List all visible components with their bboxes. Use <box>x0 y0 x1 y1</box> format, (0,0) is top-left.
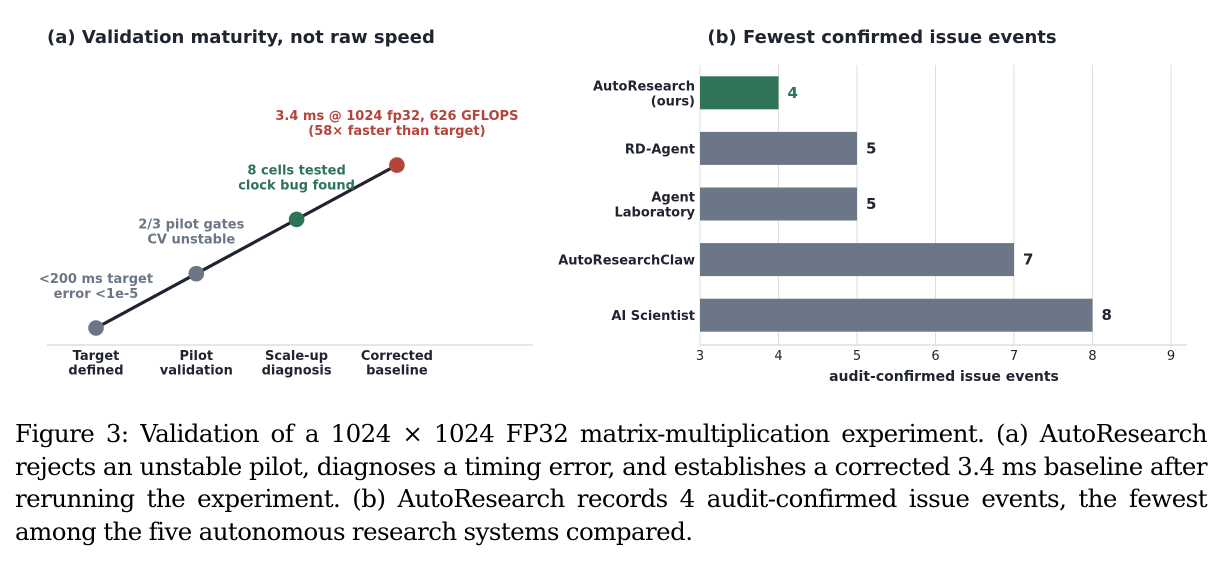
bar <box>700 131 857 165</box>
panel-b-tick-layer: 3 4 5 6 7 8 9 <box>696 349 1175 364</box>
category-label: Agent Laboratory <box>614 191 695 221</box>
bar-value-label: 5 <box>866 195 876 213</box>
data-point <box>88 320 104 336</box>
point-annotation: 8 cells tested clock bug found <box>238 163 355 193</box>
caption-baseline-time: 3.4 ms <box>957 451 1037 481</box>
category-label: AI Scientist <box>611 309 695 324</box>
panel-a: (a) Validation maturity, not raw speed <… <box>39 27 533 379</box>
data-point <box>188 265 205 282</box>
panel-a-point-layer <box>88 157 405 336</box>
caption-part-4: audit-confirmed issue events, the fewest… <box>15 484 1208 546</box>
bar <box>700 243 1014 277</box>
panel-b: (b) Fewest confirmed issue events 45578 … <box>558 27 1187 385</box>
data-point <box>389 157 405 173</box>
figure-caption: Figure 3: Validation of a 1024 × 1024 FP… <box>15 418 1208 548</box>
point-annotation: 3.4 ms @ 1024 fp32, 626 GFLOPS (58× faste… <box>275 109 518 139</box>
panel-b-value-label-layer: 4 5 5 7 8 <box>788 84 1112 324</box>
bar <box>700 187 857 221</box>
x-tick-label: 6 <box>931 349 939 364</box>
category-label: Target defined <box>68 349 123 379</box>
x-tick-label: 3 <box>696 349 704 364</box>
caption-issue-count: 4 <box>679 484 696 513</box>
category-label: Pilot validation <box>160 349 233 379</box>
caption-part-2: FP32 matrix-multiplication experiment. (… <box>15 419 1208 481</box>
panel-a-annotation-layer: <200 ms target error <1e-5 2/3 pilot gates… <box>39 109 519 302</box>
bar <box>700 298 1093 332</box>
bar <box>700 76 779 110</box>
panel-b-category-layer: AutoResearch (ours) RD-Agent Agent Laborator… <box>558 79 695 324</box>
category-label: Corrected baseline <box>361 349 433 379</box>
figure-3: (a) Validation maturity, not raw speed <… <box>39 27 1187 385</box>
x-tick-label: 8 <box>1088 349 1096 364</box>
bar-value-label: 5 <box>866 139 876 157</box>
panel-a-title: (a) Validation maturity, not raw speed <box>47 27 435 48</box>
category-label: AutoResearchClaw <box>558 254 695 269</box>
panel-b-x-label: audit-confirmed issue events <box>829 369 1059 385</box>
series-line-segment <box>94 272 198 330</box>
panel-a-line-layer <box>94 163 399 330</box>
category-label: Scale-up diagnosis <box>262 349 332 379</box>
caption-part-3: baseline after rerunning the experiment.… <box>15 451 1208 514</box>
data-point <box>288 211 305 228</box>
x-tick-label: 7 <box>1010 349 1018 364</box>
category-label: RD-Agent <box>625 142 695 157</box>
bar-value-label: 4 <box>788 84 798 102</box>
x-tick-label: 9 <box>1167 349 1175 364</box>
bar-value-label: 7 <box>1023 251 1033 269</box>
category-label: AutoResearch (ours) <box>593 79 695 109</box>
panel-a-category-layer: Target defined Pilot validation Scale-up diag… <box>68 349 433 379</box>
series-line-segment <box>295 163 399 221</box>
caption-matrix-size: 1024 × 1024 <box>330 419 495 448</box>
panel-b-bar-layer <box>700 76 1093 332</box>
point-annotation: 2/3 pilot gates CV unstable <box>138 218 244 248</box>
point-annotation: <200 ms target error <1e-5 <box>39 272 153 302</box>
panel-b-title: (b) Fewest confirmed issue events <box>707 27 1056 48</box>
x-tick-label: 4 <box>774 349 782 364</box>
bar-value-label: 8 <box>1102 306 1112 324</box>
x-tick-label: 5 <box>853 349 861 364</box>
series-line-segment <box>194 217 299 276</box>
caption-part-1: Figure 3: Validation of a <box>15 419 331 448</box>
